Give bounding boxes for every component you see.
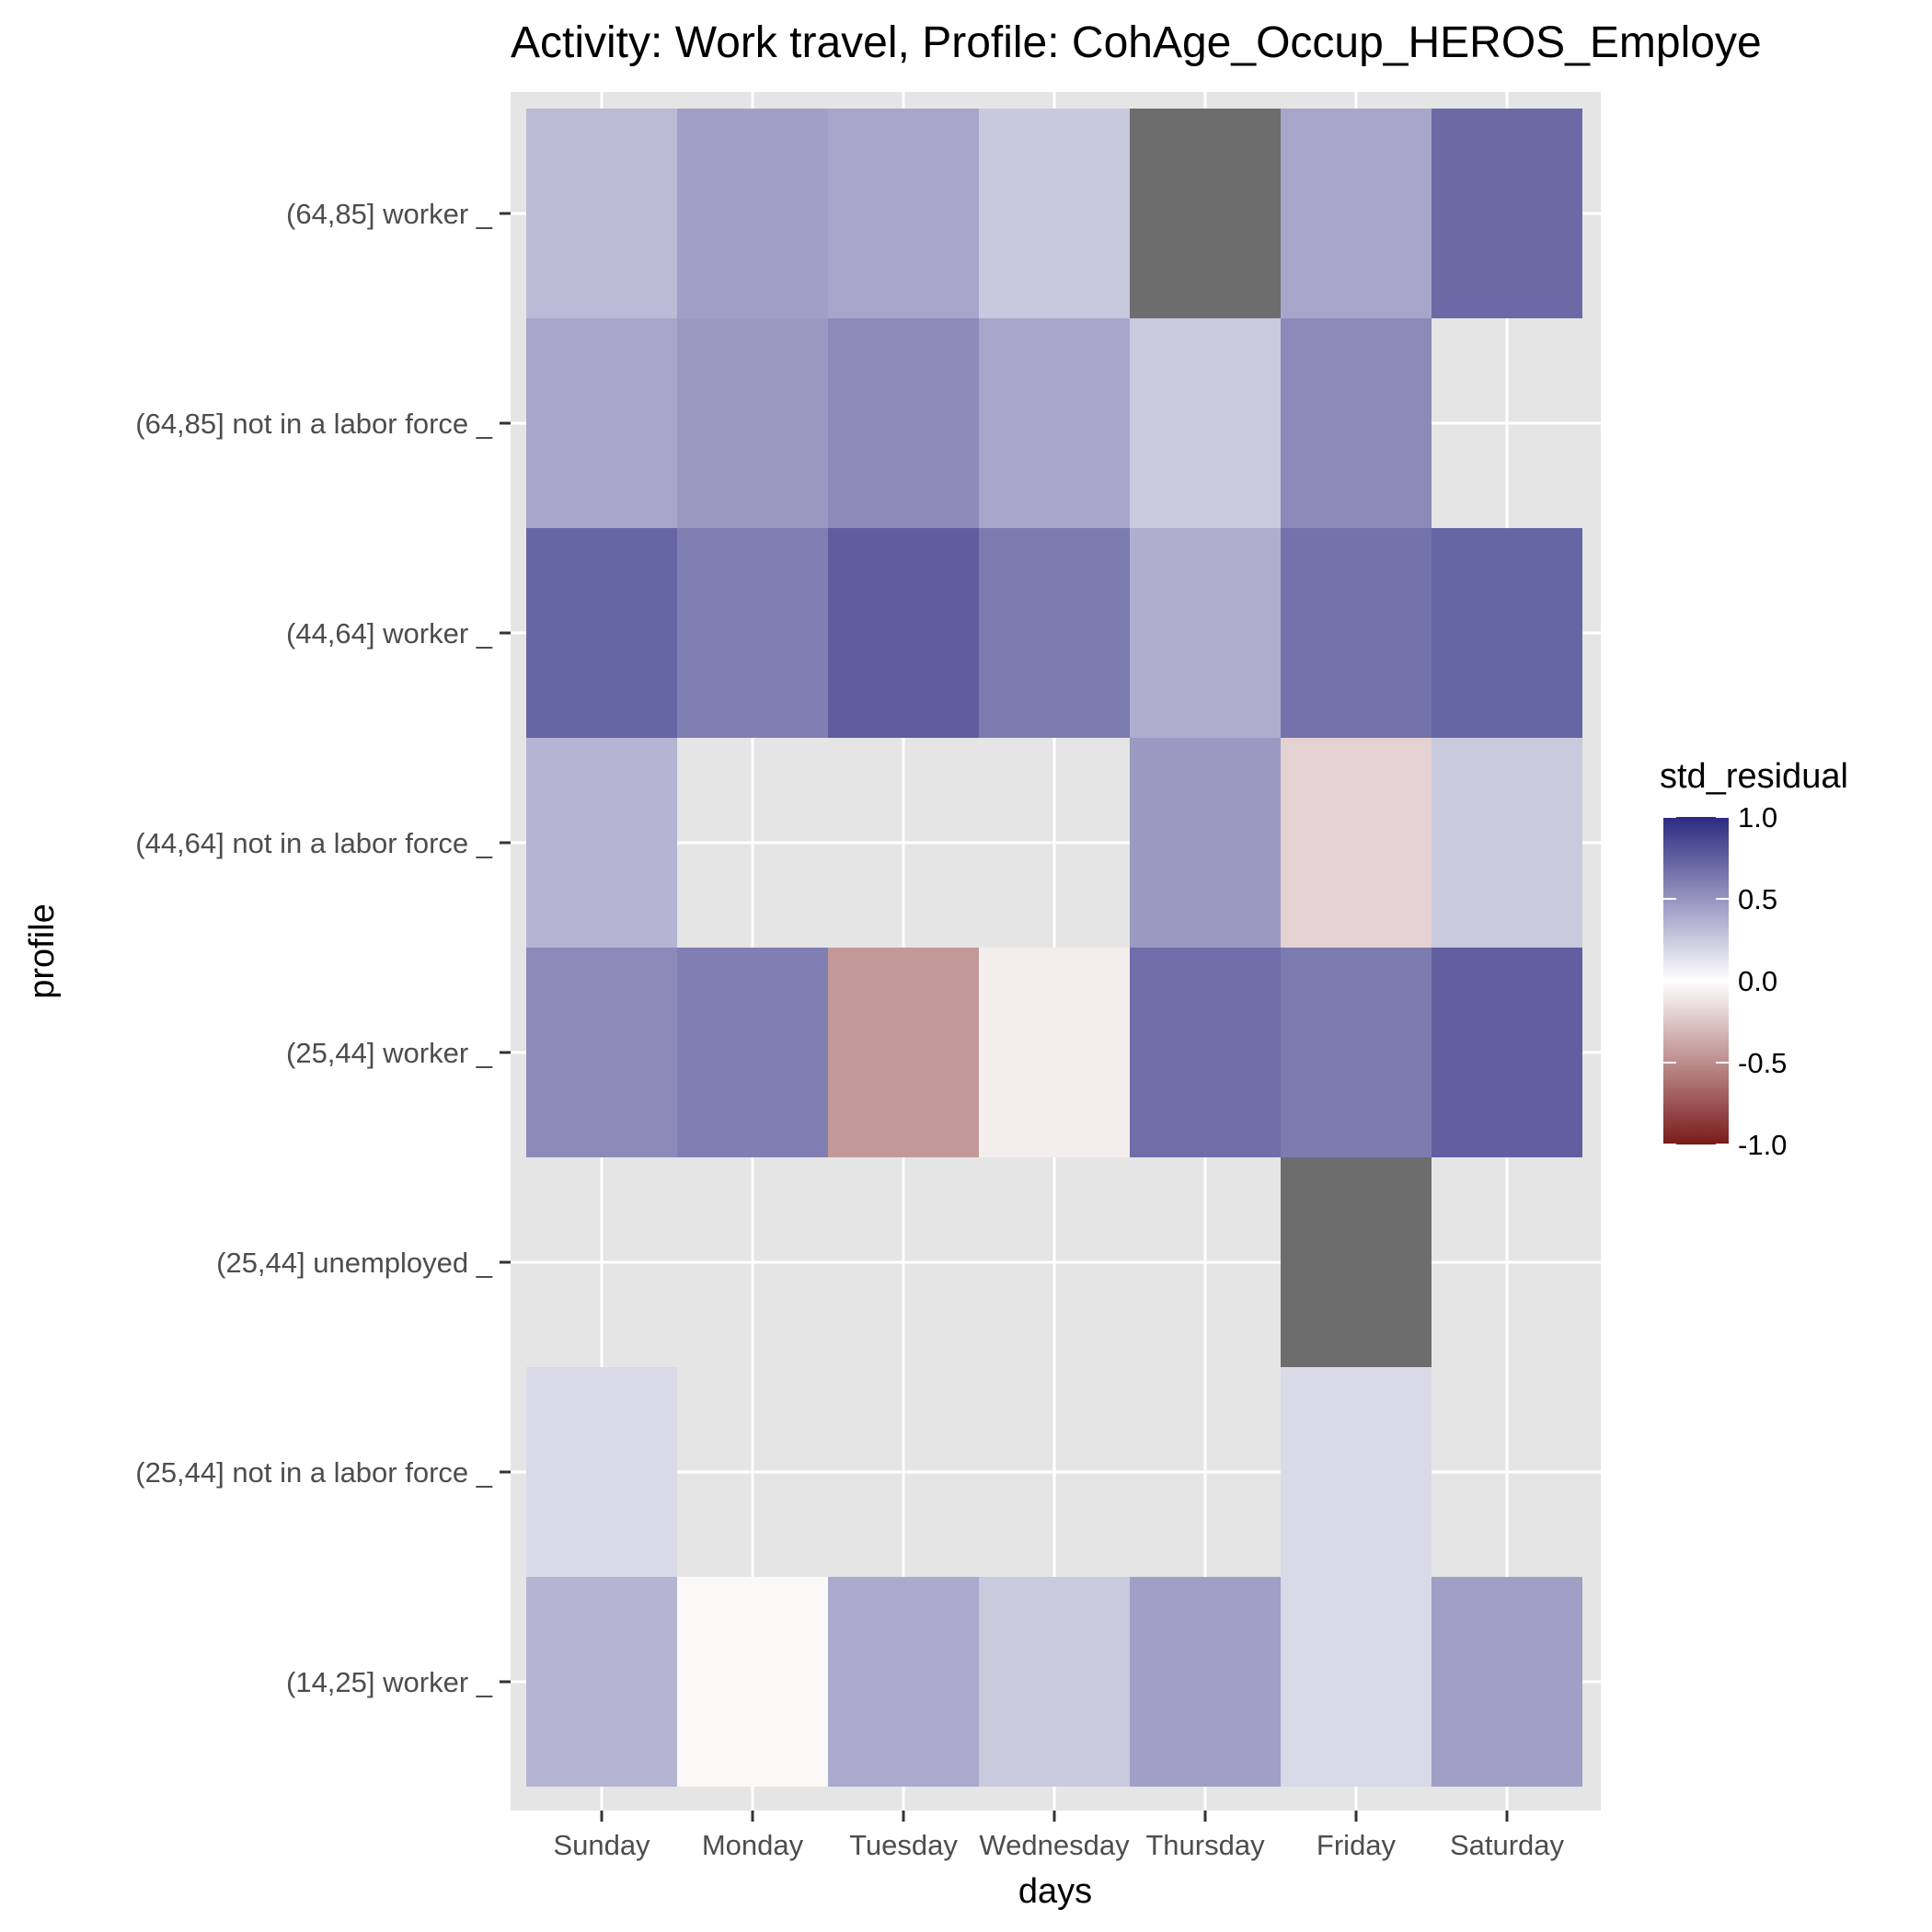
y-tick-label: (25,44] not in a labor force _ xyxy=(135,1456,493,1489)
y-axis: (14,25] worker _ (25,44] not in a labor f… xyxy=(135,198,511,1698)
heatmap-cells xyxy=(526,109,1582,1787)
heatmap-cell xyxy=(677,109,828,318)
x-tick-label: Friday xyxy=(1317,1829,1397,1861)
heatmap-cell xyxy=(1281,1577,1432,1787)
heatmap-cell xyxy=(1432,948,1582,1157)
heatmap-cell xyxy=(677,318,828,528)
heatmap-cell xyxy=(526,318,677,528)
heatmap-cell xyxy=(1281,318,1432,528)
x-axis: Sunday Monday Tuesday Wednesday Thursday Frid… xyxy=(553,1811,1565,1861)
y-axis-title: profile xyxy=(23,903,62,999)
heatmap-cell xyxy=(1130,738,1281,948)
legend-title: std_residual xyxy=(1660,757,1848,796)
heatmap-cell xyxy=(979,1577,1130,1787)
y-tick-label: (64,85] worker _ xyxy=(286,198,493,230)
heatmap-cell xyxy=(979,948,1130,1157)
chart-title: Activity: Work travel, Profile: CohAge_O… xyxy=(511,18,1762,67)
heatmap-cell xyxy=(1432,528,1582,738)
heatmap-cell xyxy=(828,1577,979,1787)
heatmap-cell xyxy=(677,948,828,1157)
legend-ticks: 1.0 0.5 0.0 -0.5 -1.0 xyxy=(1663,801,1787,1161)
heatmap-cell xyxy=(1432,109,1582,318)
legend: std_residual 1.0 0.5 0.0 -0.5 -1.0 xyxy=(1660,757,1848,1161)
heatmap-cell xyxy=(1432,738,1582,948)
heatmap-cell xyxy=(526,948,677,1157)
heatmap-cell xyxy=(979,318,1130,528)
x-axis-title: days xyxy=(1018,1872,1092,1911)
heatmap-cell xyxy=(1281,109,1432,318)
heatmap-cell xyxy=(1281,948,1432,1157)
heatmap-cell xyxy=(1130,318,1281,528)
y-tick-label: (44,64] worker _ xyxy=(286,617,493,650)
y-tick-label: (25,44] unemployed _ xyxy=(216,1247,493,1279)
heatmap-cell xyxy=(1281,1367,1432,1577)
heatmap-cell xyxy=(526,1367,677,1577)
x-tick-label: Tuesday xyxy=(849,1829,958,1861)
x-tick-label: Sunday xyxy=(553,1829,650,1861)
heatmap-cell xyxy=(1432,1577,1582,1787)
heatmap-cell xyxy=(526,1577,677,1787)
heatmap-cell xyxy=(979,109,1130,318)
y-tick-label: (14,25] worker _ xyxy=(286,1666,493,1698)
heatmap-cell xyxy=(1130,948,1281,1157)
heatmap-cell xyxy=(828,109,979,318)
heatmap-cell xyxy=(1130,109,1281,318)
x-tick-label: Monday xyxy=(702,1829,804,1861)
heatmap-cell xyxy=(1281,1157,1432,1367)
heatmap-cell xyxy=(828,318,979,528)
heatmap-cell xyxy=(828,528,979,738)
heatmap-cell xyxy=(1281,738,1432,948)
heatmap-cell xyxy=(677,1577,828,1787)
x-tick-label: Thursday xyxy=(1145,1829,1265,1861)
x-tick-label: Saturday xyxy=(1450,1829,1565,1861)
legend-tick-label: -1.0 xyxy=(1738,1129,1787,1161)
heatmap-cell xyxy=(1130,1577,1281,1787)
heatmap-cell xyxy=(677,528,828,738)
legend-tick-label: 1.0 xyxy=(1738,801,1777,834)
heatmap-cell xyxy=(828,948,979,1157)
legend-tick-label: -0.5 xyxy=(1738,1047,1787,1079)
legend-tick-label: 0.5 xyxy=(1738,883,1777,915)
y-tick-label: (44,64] not in a labor force _ xyxy=(135,827,493,859)
legend-tick-label: 0.0 xyxy=(1738,965,1777,997)
heatmap-cell xyxy=(526,738,677,948)
y-tick-label: (64,85] not in a labor force _ xyxy=(135,408,493,440)
heatmap-cell xyxy=(1130,528,1281,738)
x-tick-label: Wednesday xyxy=(979,1829,1130,1861)
heatmap-cell xyxy=(1281,528,1432,738)
heatmap-cell xyxy=(526,109,677,318)
y-tick-label: (25,44] worker _ xyxy=(286,1037,493,1069)
heatmap-cell xyxy=(979,528,1130,738)
heatmap-cell xyxy=(526,528,677,738)
